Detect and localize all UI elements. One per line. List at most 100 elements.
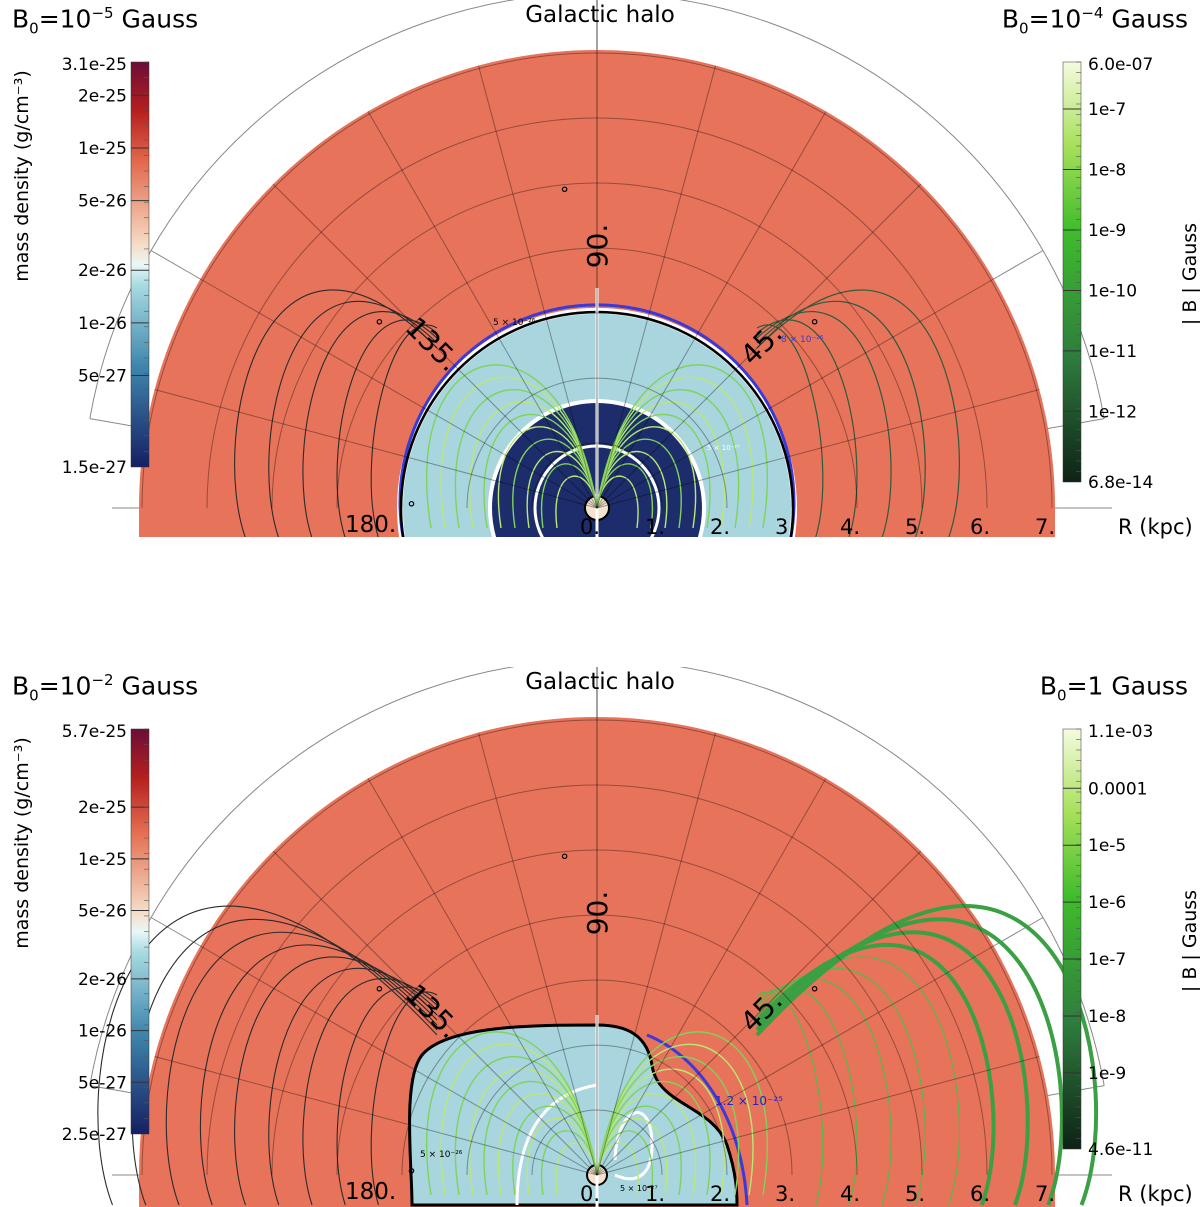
field-line [596, 1043, 754, 1196]
radial-tick-label: 6. [970, 1182, 990, 1206]
halo-field-line [756, 991, 824, 1206]
panel-top: 0. 1. 2. 3. 4. 5. 6. 7. R (kpc) 45. ° 90. ° 135. ° 180.… [0, 0, 1200, 540]
grid-spoke [154, 388, 598, 509]
degree-mark: ° [810, 316, 819, 337]
field-tick-label: 1e-7 [1088, 950, 1126, 970]
field-tick-label: 1e-9 [1088, 221, 1126, 241]
grid-spoke [596, 850, 922, 1176]
angle-tick-group: 90. [581, 224, 614, 269]
field-line [440, 376, 598, 529]
outer-grid-spoke [990, 250, 1044, 281]
grid-spoke [596, 732, 717, 1176]
angle-tick-label: 180. [345, 512, 396, 538]
white-ring [533, 444, 661, 537]
degree-mark: ° [407, 1165, 416, 1186]
degree-mark: ° [407, 498, 416, 519]
radial-tick-label: 1. [645, 1182, 665, 1206]
density-tick-label: 5e-27 [78, 367, 127, 387]
right-field-label: B0=10−4 Gauss [1001, 4, 1188, 38]
halo-field-line [756, 986, 858, 1206]
field-line [440, 1043, 598, 1196]
field-line [596, 1142, 639, 1196]
field-line [596, 1031, 769, 1196]
field-tick-label: 1e-11 [1088, 342, 1137, 362]
radial-tick-label: 4. [840, 515, 860, 539]
grid-spoke [154, 1055, 598, 1176]
field-line [469, 1068, 598, 1196]
field-tick-label: 1e-6 [1088, 893, 1126, 913]
contour-label: 8 × 10⁻²⁶ [781, 335, 824, 345]
radial-tick-label: 4. [840, 1182, 860, 1206]
grid-spoke [596, 278, 994, 509]
radial-tick-label: 5. [905, 1182, 925, 1206]
field-line [497, 1093, 598, 1196]
radial-tick-label: 0. [580, 515, 600, 539]
field-line [540, 463, 598, 529]
degree-mark: ° [375, 983, 384, 1004]
grid-spoke [477, 732, 598, 1176]
radial-tick-label: 2. [710, 1182, 730, 1206]
density-tick-label: 1e-25 [78, 850, 127, 870]
grid-spoke [200, 278, 598, 509]
right-field-label: B0=1 Gauss [1039, 671, 1188, 705]
field-line [454, 388, 598, 529]
field-line [596, 1068, 725, 1196]
contour-label: 5 × 10⁻²⁶ [420, 1150, 463, 1160]
polar-plot-top: 0. 1. 2. 3. 4. 5. 6. 7. R (kpc)45. °90.°135.°180.… [62, 0, 1193, 539]
field-line [540, 1130, 598, 1196]
radial-tick-label: 5. [905, 515, 925, 539]
field-line [596, 475, 639, 529]
field-line [483, 413, 598, 529]
density-colorbar-label: mass density (g/cm⁻³) [11, 70, 33, 282]
field-colorbar-max: 6.0e-07 [1088, 55, 1153, 75]
halo-field-line [370, 991, 438, 1206]
field-colorbar-min: 4.6e-11 [1088, 1140, 1153, 1160]
left-field-label: B0=10−5 Gauss [12, 4, 199, 38]
density-colorbar-label: mass density (g/cm⁻³) [11, 737, 33, 949]
halo-field-line [756, 324, 824, 537]
cool-bubble-left [408, 1023, 599, 1207]
outer-grid-spoke [150, 917, 204, 948]
field-line [596, 1130, 654, 1196]
density-tick-label: 1e-26 [78, 1022, 127, 1042]
density-tick-label: 1e-25 [78, 139, 127, 159]
field-tick-label: 1e-7 [1088, 100, 1126, 120]
radial-tick-label: 7. [1035, 515, 1055, 539]
field-colorbar-max: 1.1e-03 [1088, 722, 1153, 742]
radial-tick-label: 3. [775, 515, 795, 539]
field-line [596, 388, 740, 529]
halo-field-line [755, 904, 1099, 1206]
field-colorbar-min: 6.8e-14 [1088, 473, 1153, 493]
outer-grid-arc [89, 667, 1105, 1086]
halo-field-line [268, 300, 438, 537]
radial-tick-label: 1. [645, 515, 665, 539]
field-line [596, 463, 654, 529]
field-line [512, 1105, 598, 1196]
field-line [596, 401, 725, 529]
grid-spoke [272, 183, 598, 509]
field-line [596, 413, 711, 529]
angle-tick-group: 90. [581, 891, 614, 936]
density-tick-label: 2e-25 [78, 86, 127, 106]
field-colorbar-label: | B | Gauss [1179, 889, 1200, 993]
grid-spoke [272, 850, 598, 1176]
field-line [555, 475, 598, 529]
degree-mark: ° [560, 184, 569, 205]
grid-spoke [596, 65, 717, 509]
density-tick-label: 5e-26 [78, 192, 127, 212]
grid-spoke [367, 111, 598, 509]
white-ring-right [613, 1111, 654, 1181]
radial-tick-label: 0. [580, 1182, 600, 1206]
density-tick-label: 5e-26 [78, 902, 127, 922]
radial-tick-label: 6. [970, 515, 990, 539]
field-line [454, 1055, 598, 1196]
field-line [596, 1117, 668, 1196]
density-tick-label: 2e-26 [78, 970, 127, 990]
field-line [596, 450, 668, 529]
field-line [596, 426, 697, 529]
grid-spoke [596, 945, 994, 1176]
field-line [526, 1117, 598, 1196]
density-tick-label: 1e-26 [78, 314, 127, 334]
chart-title: Galactic halo [525, 669, 675, 695]
degree-mark: ° [375, 316, 384, 337]
